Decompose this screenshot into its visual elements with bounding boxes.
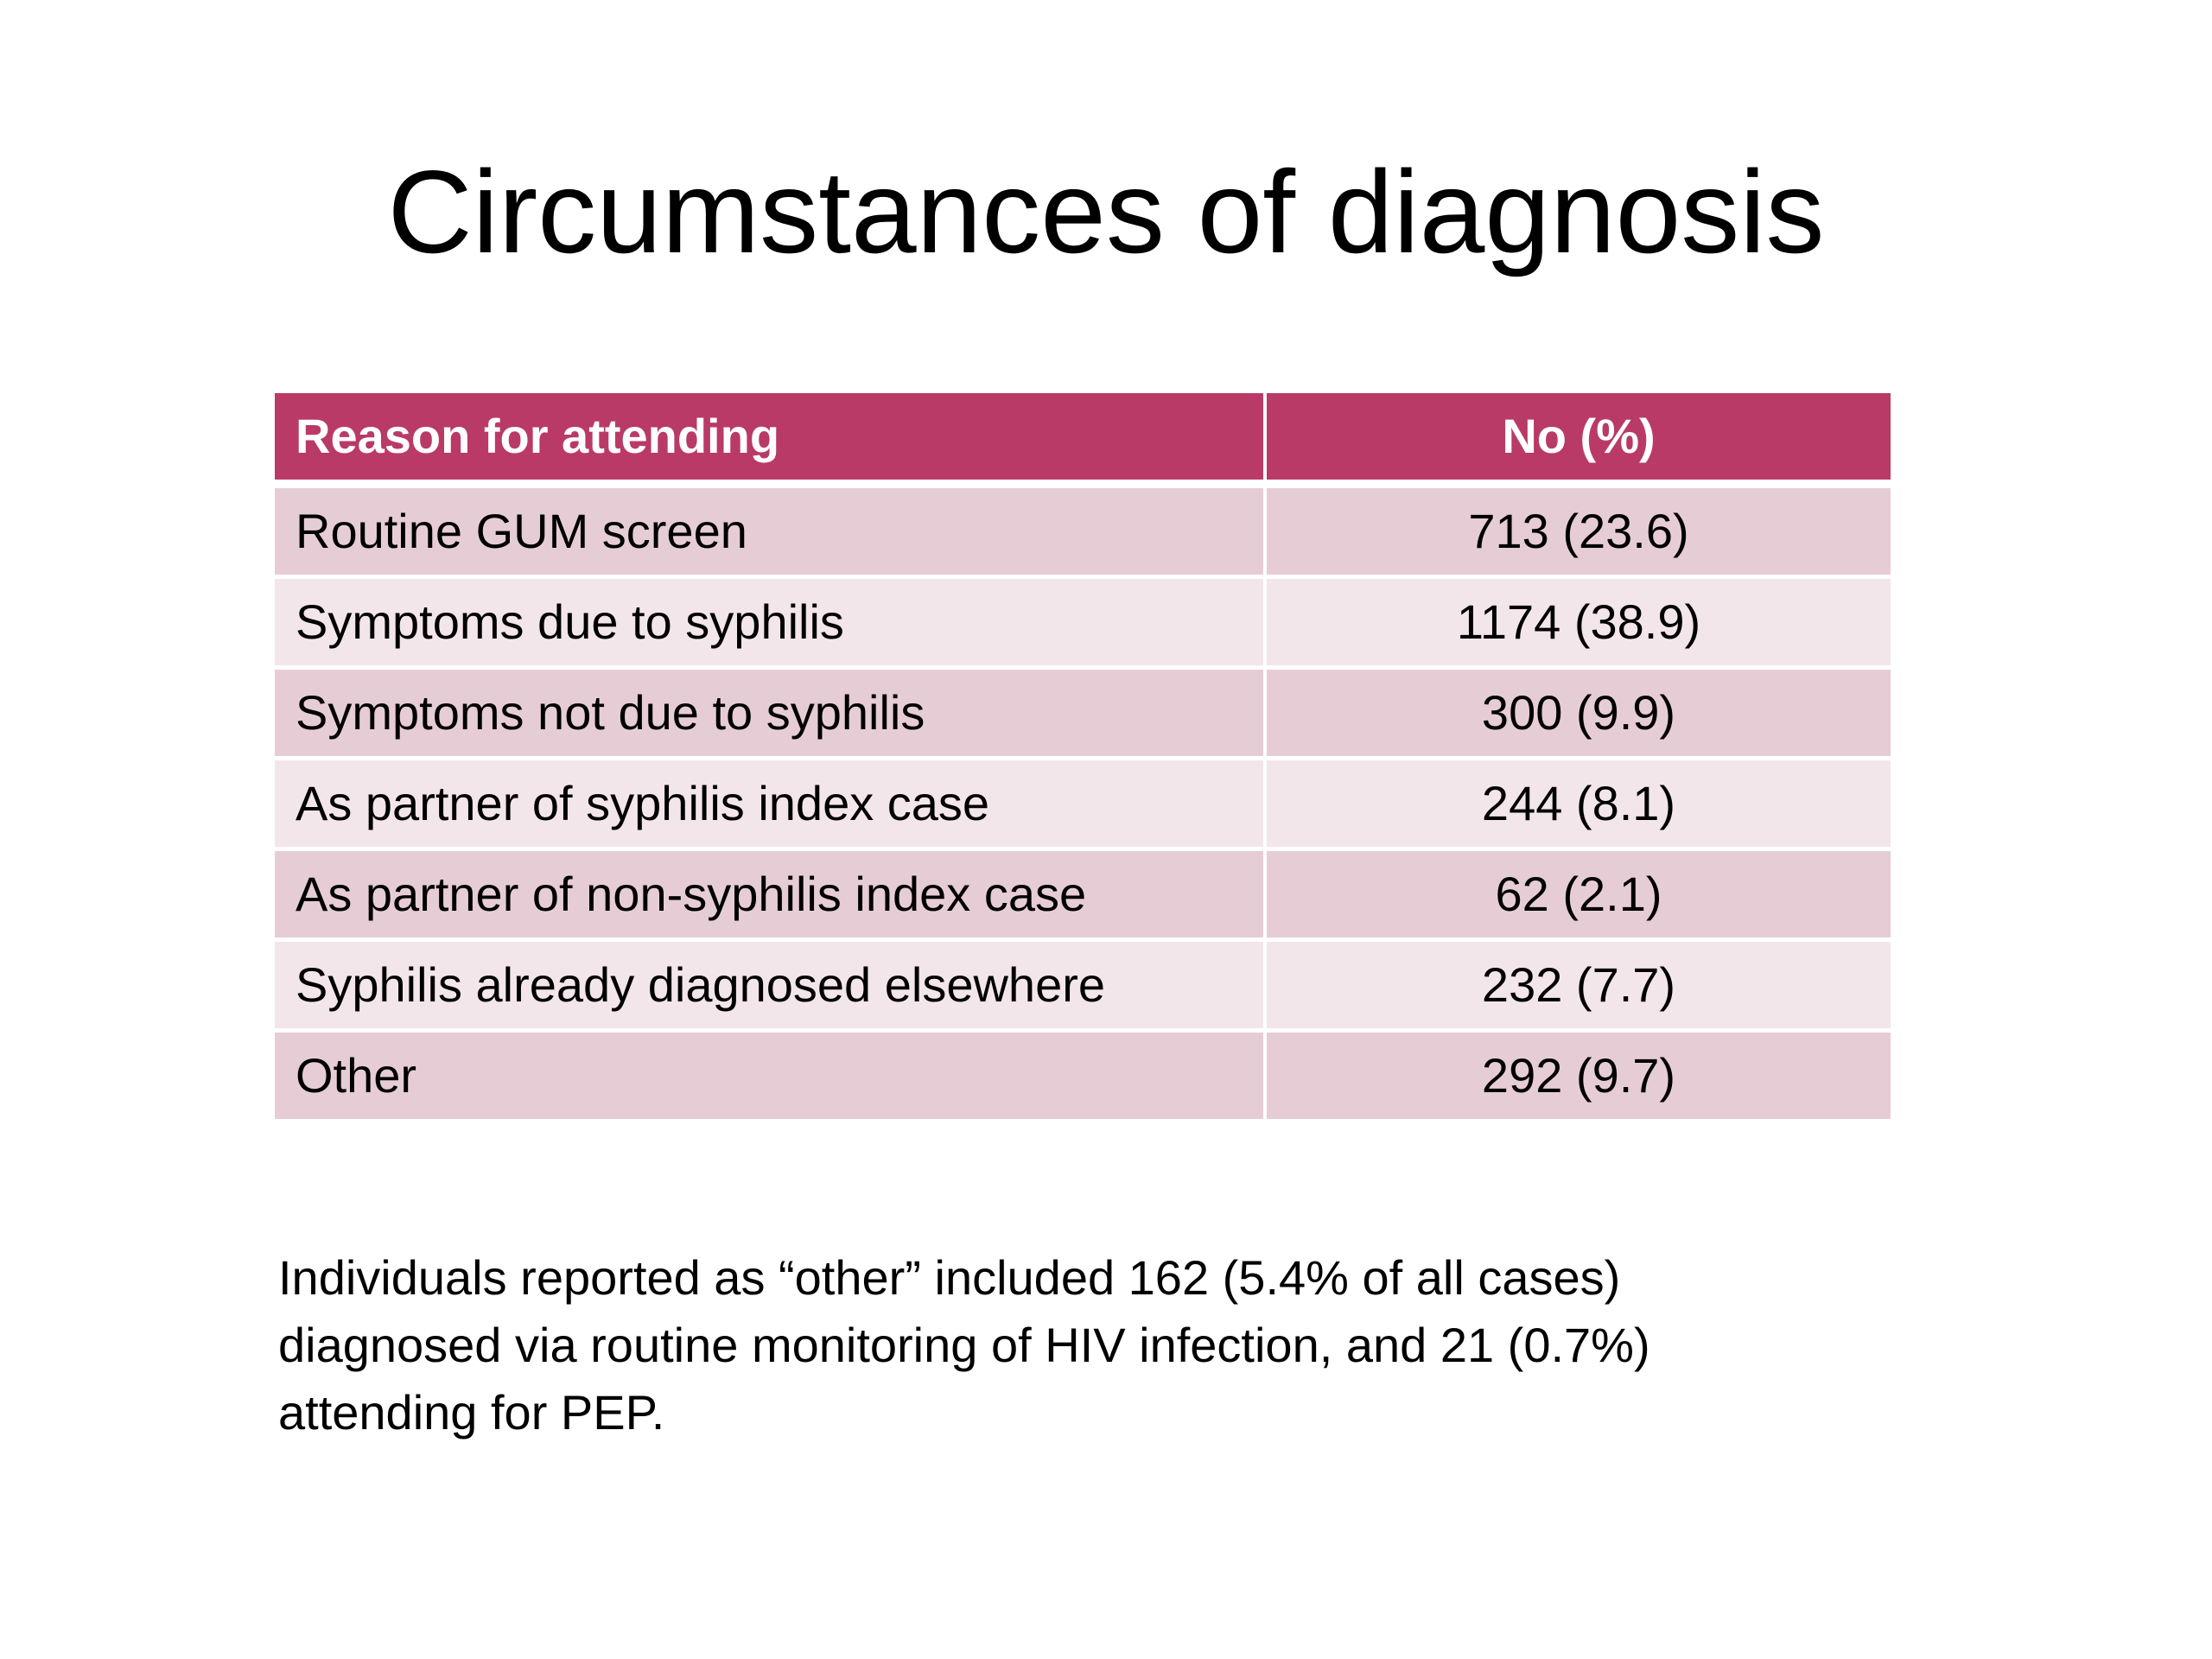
header-reason-for-attending: Reason for attending	[275, 393, 1267, 488]
row-count: 232 (7.7)	[1267, 942, 1891, 1033]
row-count: 713 (23.6)	[1267, 488, 1891, 579]
diagnosis-table: Reason for attending No (%) Routine GUM …	[275, 393, 1891, 1123]
table-row: Other 292 (9.7)	[275, 1033, 1891, 1123]
footnote-line: attending for PEP.	[278, 1385, 665, 1440]
row-count: 300 (9.9)	[1267, 670, 1891, 760]
table-header: Reason for attending No (%)	[275, 393, 1891, 488]
header-count-percent: No (%)	[1267, 393, 1891, 488]
table-row: As partner of syphilis index case 244 (8…	[275, 760, 1891, 851]
table-body: Routine GUM screen 713 (23.6) Symptoms d…	[275, 488, 1891, 1123]
row-count: 62 (2.1)	[1267, 851, 1891, 942]
table-row: Routine GUM screen 713 (23.6)	[275, 488, 1891, 579]
table-row: Syphilis already diagnosed elsewhere 232…	[275, 942, 1891, 1033]
row-count: 1174 (38.9)	[1267, 579, 1891, 670]
footnote-line: Individuals reported as “other” included…	[278, 1250, 1621, 1305]
table-header-row: Reason for attending No (%)	[275, 393, 1891, 488]
row-reason: Syphilis already diagnosed elsewhere	[275, 942, 1267, 1033]
row-reason: Symptoms due to syphilis	[275, 579, 1267, 670]
diagnosis-table-container: Reason for attending No (%) Routine GUM …	[275, 393, 1891, 1123]
table-row: Symptoms due to syphilis 1174 (38.9)	[275, 579, 1891, 670]
row-count: 244 (8.1)	[1267, 760, 1891, 851]
slide-title: Circumstances of diagnosis	[387, 146, 1825, 277]
row-reason: As partner of non-syphilis index case	[275, 851, 1267, 942]
footnote-line: diagnosed via routine monitoring of HIV …	[278, 1318, 1650, 1372]
row-count: 292 (9.7)	[1267, 1033, 1891, 1123]
row-reason: As partner of syphilis index case	[275, 760, 1267, 851]
row-reason: Routine GUM screen	[275, 488, 1267, 579]
table-row: As partner of non-syphilis index case 62…	[275, 851, 1891, 942]
row-reason: Symptoms not due to syphilis	[275, 670, 1267, 760]
row-reason: Other	[275, 1033, 1267, 1123]
footnote: Individuals reported as “other” included…	[278, 1244, 1920, 1446]
table-row: Symptoms not due to syphilis 300 (9.9)	[275, 670, 1891, 760]
